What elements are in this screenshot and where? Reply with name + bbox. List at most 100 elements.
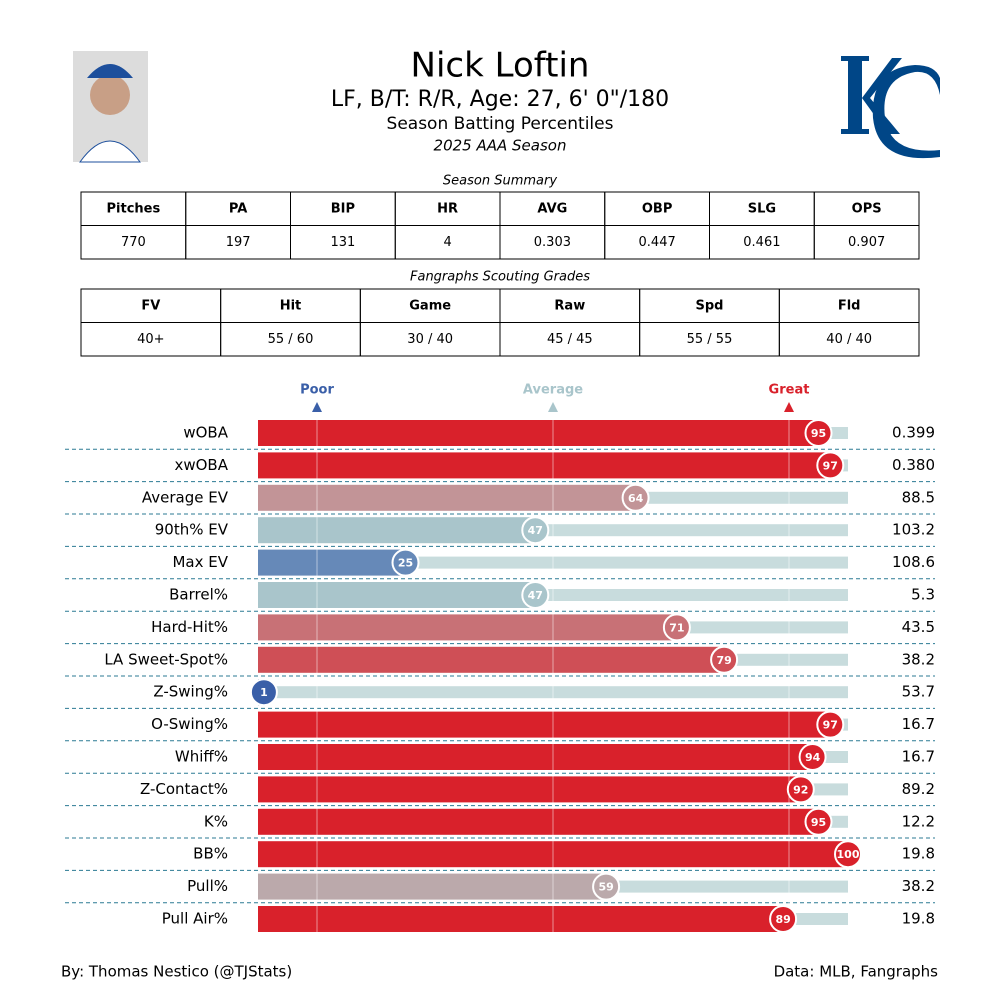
table-header: Spd [696,298,724,313]
table-header: BIP [331,201,355,216]
percentile-badge [804,807,833,836]
table-value: 55 / 60 [268,332,314,347]
category-label: Pull% [187,877,228,895]
stat-value: 0.380 [892,456,935,474]
category-label: BB% [193,845,228,863]
data-label: 97 [823,459,838,472]
percentile-badge [816,451,845,480]
percentile-badge [621,483,650,512]
category-label: Pull Air% [162,910,228,928]
percentile-badge [391,548,420,577]
x-tick-label: Great [769,383,810,398]
data-label: 95 [811,816,826,829]
tick-marker [548,402,558,412]
x-tick-label: Average [523,383,583,398]
stat-value: 53.7 [902,683,935,701]
category-label: O-Swing% [151,715,228,733]
table-header: SLG [748,201,776,216]
table-value: 40 / 40 [826,332,872,347]
table-header: Fld [838,298,861,313]
table-value: 0.447 [639,235,676,250]
bar [258,744,813,770]
data-label: 59 [598,881,613,894]
table-title: Season Summary [443,174,557,189]
table-header: Game [409,298,451,313]
table-value: 30 / 40 [407,332,453,347]
stat-value: 103.2 [892,521,935,539]
data-label: 95 [811,427,826,440]
data-label: 92 [793,783,808,796]
tick-marker [784,402,794,412]
category-label: Barrel% [169,586,228,604]
stat-value: 16.7 [902,748,935,766]
category-label: Hard-Hit% [151,618,228,636]
table-value: 4 [443,235,451,250]
percentile-badge [798,743,827,771]
table-value: 131 [330,235,355,250]
bar [258,582,536,608]
stat-value: 5.3 [911,586,935,604]
bar [258,549,406,576]
table-value: 197 [226,235,251,250]
bar [258,711,831,738]
bar [258,873,607,900]
category-label: Average EV [142,488,229,506]
stat-value: 43.5 [902,618,935,636]
data-label: 89 [775,913,790,926]
player-photo-jersey [79,140,141,163]
data-label: 25 [398,557,413,570]
table-value: 0.907 [848,235,885,250]
table-header: Pitches [107,201,161,216]
bar [258,420,819,446]
table-value: 55 / 55 [687,332,733,347]
table-value: 0.461 [743,235,780,250]
stat-value: 0.399 [892,424,935,442]
stat-value: 88.5 [902,488,935,506]
table-title: Fangraphs Scouting Grades [410,270,590,285]
table-header: Hit [280,298,302,313]
percentile-badge [521,516,550,545]
table-header: Raw [554,298,585,313]
percentile-badge [786,775,815,804]
bar [258,517,536,544]
category-label: 90th% EV [155,521,229,539]
chart-title: Season Batting Percentiles [387,114,614,134]
percentile-badge [521,581,550,609]
percentile-badge [249,678,278,707]
bar [258,776,801,803]
percentile-badge [834,840,862,869]
table-header: HR [437,201,458,216]
player-photo-cap [87,64,133,78]
category-label: Max EV [172,553,228,571]
team-logo [841,56,940,159]
stat-value: 16.7 [902,715,935,733]
bar [258,808,819,835]
table-cell [813,225,920,260]
bar [258,452,831,479]
season: 2025 AAA Season [434,137,567,155]
data-label: 97 [823,719,838,732]
footer-credit: By: Thomas Nestico (@TJStats) [61,963,292,981]
bar [258,614,677,641]
stat-value: 19.8 [902,910,935,928]
table-value: 0.303 [534,235,571,250]
category-label: Z-Swing% [153,683,228,701]
category-label: K% [204,812,228,830]
table-value: 770 [121,235,146,250]
data-label: 1 [260,686,268,699]
table-value: 45 / 45 [547,332,593,347]
category-label: wOBA [183,424,228,442]
data-label: 94 [805,751,821,764]
percentile-badge [804,419,833,447]
stat-value: 108.6 [892,553,935,571]
percentile-badge [816,710,845,739]
x-tick-label: Poor [300,383,334,398]
subtitle: LF, B/T: R/R, Age: 27, 6' 0"/180 [331,87,669,112]
category-label: xwOBA [174,456,228,474]
stat-value: 38.2 [902,650,935,668]
percentile-badge [592,872,621,901]
title: Nick Loftin [411,46,590,86]
percentile-badge [662,613,691,642]
data-label: 47 [528,589,543,602]
stat-value: 89.2 [902,780,935,798]
